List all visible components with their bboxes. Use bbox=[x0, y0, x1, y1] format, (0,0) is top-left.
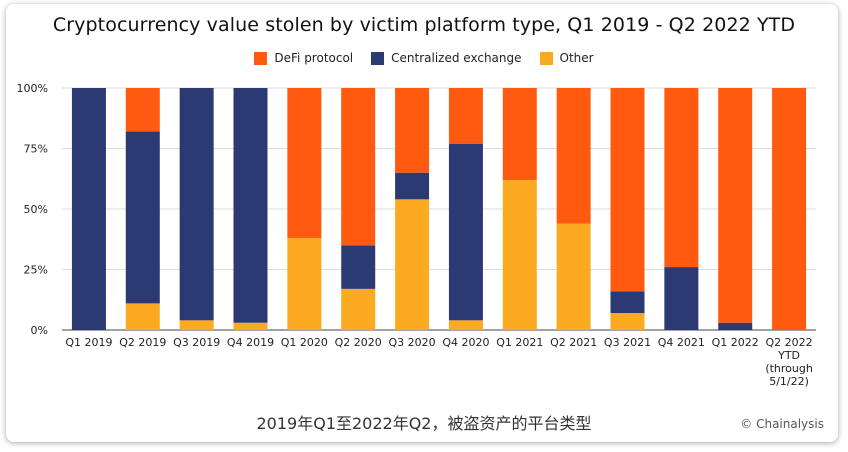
bar-segment bbox=[395, 172, 430, 200]
bar-segment bbox=[125, 131, 160, 304]
legend-swatch-centralized-exchange bbox=[371, 51, 385, 65]
y-tick-label: 75% bbox=[24, 143, 48, 156]
bar-segment bbox=[448, 88, 483, 144]
x-tick-label: Q3 2019 bbox=[173, 336, 220, 349]
y-tick-label: 25% bbox=[24, 264, 48, 277]
y-tick-label: 100% bbox=[17, 82, 48, 95]
bar-segment bbox=[556, 88, 591, 224]
x-tick-label: Q2 2019 bbox=[119, 336, 166, 349]
x-tick-label: Q3 2021 bbox=[604, 336, 651, 349]
x-tick-label: Q2 2021 bbox=[550, 336, 597, 349]
chart-legend: DeFi protocol Centralized exchange Other bbox=[0, 51, 848, 65]
x-tick-label: Q4 2021 bbox=[658, 336, 705, 349]
y-tick-label: 50% bbox=[24, 203, 48, 216]
legend-swatch-other bbox=[539, 51, 553, 65]
x-tick-label: Q4 2019 bbox=[227, 336, 274, 349]
bar-segment bbox=[179, 320, 214, 330]
legend-item-other: Other bbox=[539, 51, 594, 65]
bar-segment bbox=[502, 179, 537, 330]
x-tick-label: 5/1/22) bbox=[769, 375, 809, 388]
legend-label-other: Other bbox=[559, 51, 594, 65]
bar-segment bbox=[341, 245, 376, 289]
bar-segment bbox=[71, 88, 106, 330]
y-tick-label: 0% bbox=[31, 324, 48, 337]
bar-segment bbox=[664, 267, 699, 330]
bar-segment bbox=[125, 88, 160, 132]
x-tick-label: Q1 2020 bbox=[281, 336, 328, 349]
x-tick-label: Q1 2019 bbox=[65, 336, 112, 349]
bar-segment bbox=[341, 288, 376, 330]
x-tick-label: Q1 2022 bbox=[712, 336, 759, 349]
bar-segment bbox=[772, 88, 807, 330]
legend-label-defi: DeFi protocol bbox=[274, 51, 354, 65]
bar-segment bbox=[395, 88, 430, 173]
bar-segment bbox=[664, 88, 699, 268]
legend-item-defi: DeFi protocol bbox=[254, 51, 353, 65]
bar-segment bbox=[341, 88, 376, 246]
x-tick-label: Q2 2020 bbox=[335, 336, 382, 349]
bar-segment bbox=[610, 88, 645, 292]
legend-label-centralized-exchange: Centralized exchange bbox=[391, 51, 522, 65]
bar-segment bbox=[233, 322, 268, 330]
bar-segment bbox=[718, 88, 753, 323]
x-tick-label: Q1 2021 bbox=[496, 336, 543, 349]
x-tick-label: Q4 2020 bbox=[442, 336, 489, 349]
bar-segment bbox=[287, 88, 322, 239]
chart-title: Cryptocurrency value stolen by victim pl… bbox=[52, 14, 796, 36]
legend-swatch-defi bbox=[254, 51, 268, 65]
bar-segment bbox=[233, 88, 268, 323]
x-tick-label: (through bbox=[765, 362, 813, 375]
bar-segment bbox=[395, 199, 430, 330]
bar-segment bbox=[556, 223, 591, 330]
legend-item-centralized-exchange: Centralized exchange bbox=[371, 51, 522, 65]
x-tick-label: Q3 2020 bbox=[388, 336, 435, 349]
x-tick-label: Q2 2022 bbox=[765, 336, 812, 349]
source-credit: © Chainalysis bbox=[740, 417, 824, 431]
bar-segment bbox=[179, 88, 214, 321]
bar-segment bbox=[610, 291, 645, 314]
chart-subtitle: 2019年Q1至2022年Q2，被盗资产的平台类型 bbox=[256, 414, 592, 433]
bar-segment bbox=[287, 238, 322, 330]
bar-segment bbox=[610, 313, 645, 330]
bar-segment bbox=[502, 88, 537, 180]
bar-segment bbox=[448, 143, 483, 321]
bar-segment bbox=[448, 320, 483, 330]
bar-segment bbox=[125, 303, 160, 330]
x-tick-label: YTD bbox=[777, 349, 800, 362]
bar-segment bbox=[718, 322, 753, 330]
